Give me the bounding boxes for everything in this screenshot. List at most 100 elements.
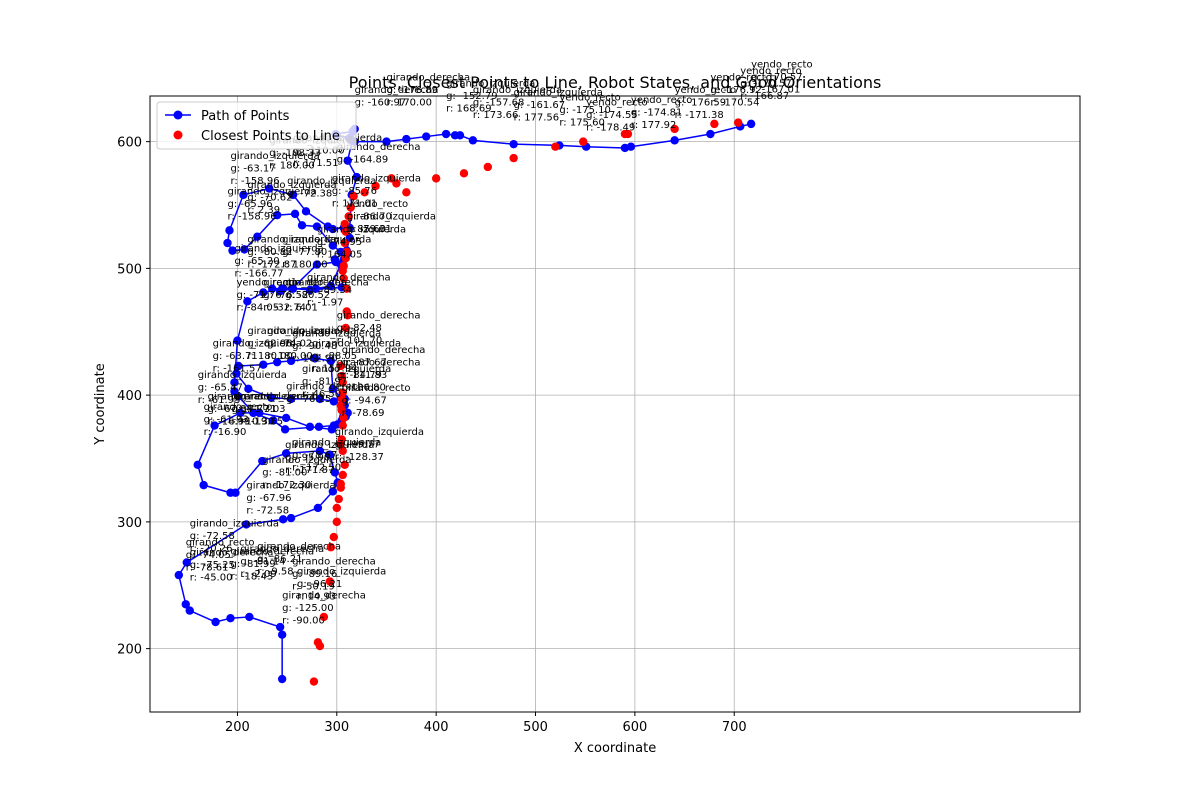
state-annotation-line: girando_derecha: [285, 278, 369, 289]
path-point: [280, 425, 290, 434]
state-annotation-line: r: -19.65: [240, 417, 283, 428]
state-annotation-line: r: -9.58: [257, 566, 293, 577]
path-point: [210, 421, 219, 430]
plot-frame: [149, 95, 1081, 713]
path-point: [328, 241, 338, 250]
path-point: [268, 284, 277, 293]
path-point: [328, 487, 338, 496]
state-annotation-line: girando_derecha: [307, 273, 391, 284]
state-annotation-line: girando_izquierda: [247, 180, 336, 191]
state-annotation-line: yendo_recto: [740, 66, 801, 77]
state-annotation-line: girando_derecha: [342, 345, 426, 356]
state-annotation-line: g: -62.98: [247, 338, 292, 349]
state-annotation-line: g: -81.14: [240, 556, 285, 567]
state-annotation-line: r: 164.05: [317, 249, 362, 260]
state-annotation-line: g: -99.77: [335, 440, 380, 451]
state-annotation-line: yendo_recto: [631, 95, 692, 106]
state-annotation-line: girando_derecha: [386, 72, 470, 83]
closest-point: [336, 479, 345, 489]
state-annotation: girando_derecha g: -160.97: [355, 85, 439, 109]
state-annotation: yendo_recto g: -174.55 r: -178.49: [586, 98, 647, 134]
closest-point: [338, 446, 347, 456]
legend-path-marker: [173, 110, 183, 120]
closest-point: [431, 174, 441, 183]
state-annotation-line: yendo_recto: [236, 278, 297, 289]
state-annotation: girando_izquierda g: -72.58 r: -20.26: [190, 518, 279, 554]
state-annotation-line: girando_izquierda: [262, 455, 351, 466]
state-annotation-line: g: -63.71: [213, 351, 258, 362]
path-point: [314, 422, 324, 432]
plot-series: [174, 118, 756, 686]
legend-closest-label: Closest Points to Line: [201, 129, 340, 144]
closest-point: [579, 137, 588, 146]
state-annotation-line: girando_izquierda: [347, 212, 436, 223]
state-annotation-line: r: -32.74: [263, 303, 306, 314]
closest-point: [340, 460, 349, 470]
closest-point: [392, 179, 401, 188]
path-point: [281, 449, 291, 458]
state-annotation-line: g: -65.20: [234, 256, 279, 267]
state-annotation-line: g: -176.92: [710, 85, 762, 96]
path-point: [468, 136, 478, 145]
state-annotation: girando_derecha g: -76.52 r: -32.74: [263, 278, 347, 314]
state-annotation: girando_derecha g: -71.31 r: -10.30: [231, 392, 315, 428]
path-point: [230, 378, 239, 387]
closest-point: [623, 129, 633, 139]
path-point: [286, 394, 296, 404]
state-annotation-line: g: -78.67: [292, 450, 337, 461]
state-annotation: girando_derecha g: -81.14 r: -2.09: [240, 544, 324, 580]
state-annotation-line: g: -72.38: [287, 189, 332, 200]
state-annotation-line: g: -152.79: [446, 91, 498, 102]
state-annotation-line: g: -170.57: [740, 78, 792, 89]
closest-point: [338, 470, 347, 480]
state-annotation-line: g: -84.79: [337, 370, 382, 381]
state-annotation-line: g: -90.48: [292, 341, 337, 352]
path-point: [441, 129, 451, 139]
state-annotation-line: r: 180.00: [269, 161, 314, 172]
closest-point: [338, 388, 347, 397]
state-annotation: girando_izquierda g: -152.79 r: 168.69: [446, 79, 535, 115]
state-annotation-line: g: -77.03: [240, 404, 285, 415]
state-annotation-line: girando_izquierda: [302, 364, 391, 375]
closest-point: [342, 247, 351, 257]
state-annotation-line: r: -2.09: [240, 569, 276, 580]
state-annotation: girando_derecha g: -125.00 r: -90.00: [282, 591, 366, 627]
state-annotation-line: girando_izquierda: [234, 243, 323, 254]
state-annotation-line: yendo_recto: [675, 85, 736, 96]
state-annotation: girando_recto g: -74.05 r: -78.61: [186, 537, 255, 573]
state-annotation-line: g: -85.76: [332, 186, 377, 197]
state-annotation-line: g: -81.97: [302, 376, 347, 387]
path-point: [286, 356, 296, 366]
closest-point: [319, 612, 329, 622]
state-annotation: girando_recto g: -61.93 r: -16.90: [204, 402, 273, 438]
path-point: [249, 408, 258, 418]
state-annotation: yendo_recto g: -86.70 r: 85.60: [347, 199, 408, 235]
state-annotation-line: g: -75.25: [190, 560, 235, 571]
state-annotation-line: r: -78.69: [342, 408, 385, 419]
path-point: [174, 570, 184, 580]
path-point: [259, 288, 268, 297]
state-annotation-line: girando_derecha: [231, 392, 315, 403]
state-annotation: yendo_recto g: -176.59 r: -171.38: [675, 85, 736, 121]
path-point: [746, 119, 756, 129]
closest-point: [336, 401, 345, 410]
state-annotation-line: r: -84.05: [236, 303, 279, 314]
path-point: [328, 224, 338, 234]
closest-point: [402, 188, 411, 197]
state-annotation-line: r: -166.77: [234, 268, 283, 279]
path-point: [326, 281, 336, 291]
state-annotation-line: g: -76.25: [286, 394, 331, 405]
closest-point: [509, 153, 518, 163]
state-annotation: girando_izquierda g: -79.31: [347, 212, 436, 236]
state-annotation-line: g: -71.76: [236, 290, 281, 301]
path-point: [265, 184, 274, 193]
annotations: girando_derecha g: -125.00 r: -90.00 girand…: [186, 60, 813, 627]
state-annotation: girando_derecha g: -164.89: [337, 142, 421, 166]
closest-point: [551, 142, 560, 151]
path-point: [182, 558, 191, 567]
state-annotation: girando_recto g: -67.84 r: -16.99: [208, 392, 277, 428]
state-annotation-line: r: 46.50: [302, 389, 341, 400]
state-annotation-line: g: -79.31: [347, 224, 392, 235]
state-annotation-line: r: -161.57: [213, 363, 262, 374]
